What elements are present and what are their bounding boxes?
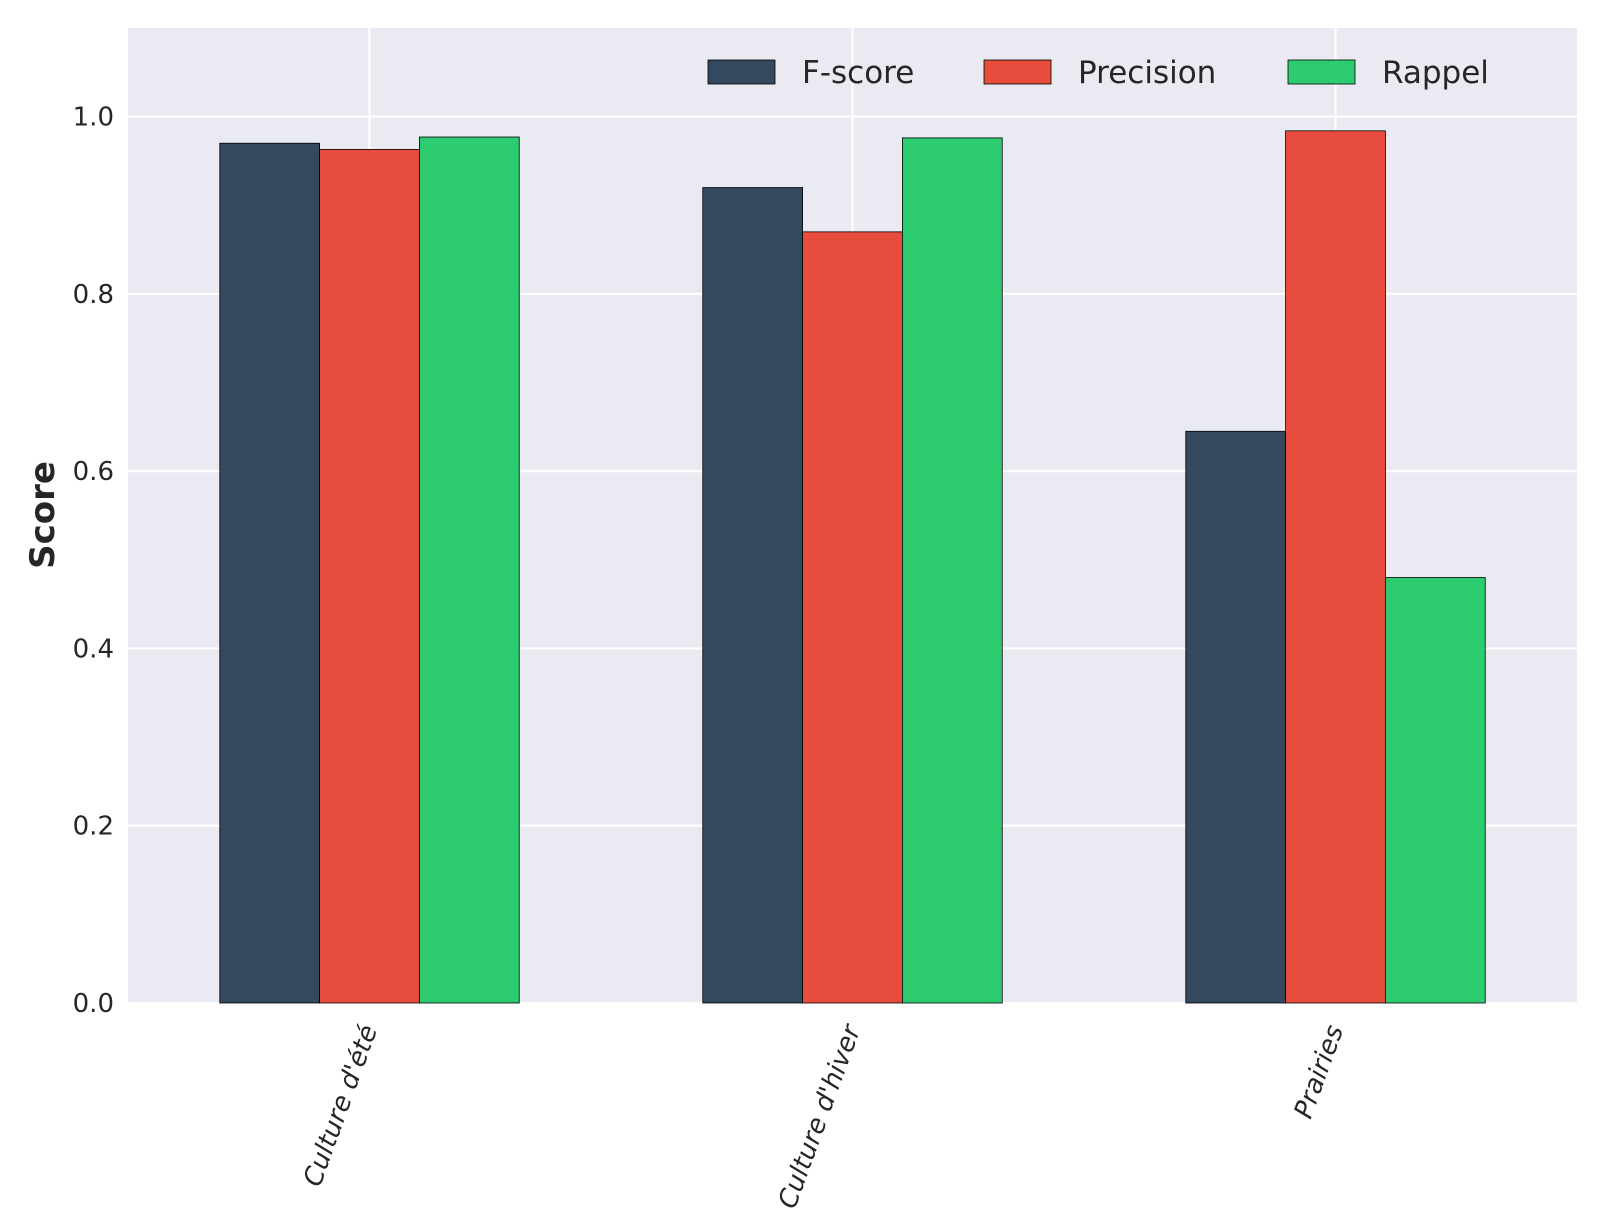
x-axis-ticks: Culture d'été Culture d'hiver Prairies xyxy=(298,1019,1350,1213)
x-tick-label: Prairies xyxy=(1289,1021,1350,1122)
x-tick-label: Culture d'hiver xyxy=(773,1019,868,1213)
legend-label: Precision xyxy=(1078,55,1216,91)
y-tick-label: 0.8 xyxy=(73,280,114,310)
x-tick-label: Culture d'été xyxy=(298,1021,384,1190)
bar-f-score-3 xyxy=(1185,430,1286,1004)
legend: F-score Precision Rappel xyxy=(707,55,1489,91)
bar-rappel-1 xyxy=(419,136,520,1004)
bar-precision-1 xyxy=(319,149,420,1004)
legend-swatch-precision xyxy=(983,59,1052,85)
bar-f-score-1 xyxy=(219,142,320,1004)
y-tick-label: 0.0 xyxy=(73,989,114,1019)
bar-precision-3 xyxy=(1285,130,1386,1004)
legend-label: F-score xyxy=(802,55,914,91)
y-tick-label: 0.6 xyxy=(73,457,114,487)
bar-f-score-2 xyxy=(702,187,803,1004)
y-tick-label: 0.2 xyxy=(73,812,114,842)
bar-precision-2 xyxy=(802,231,903,1004)
bar-rappel-2 xyxy=(902,137,1003,1004)
legend-swatch-rappel xyxy=(1287,59,1356,85)
y-tick-label: 0.4 xyxy=(73,634,114,664)
y-tick-label: 1.0 xyxy=(73,103,114,133)
y-axis-ticks: 0.0 0.2 0.4 0.6 0.8 1.0 xyxy=(73,103,114,1019)
legend-swatch-f-score xyxy=(707,59,776,85)
bars xyxy=(219,130,1486,1004)
bar-rappel-3 xyxy=(1385,577,1486,1004)
y-axis-label: Score xyxy=(23,461,63,569)
legend-label: Rappel xyxy=(1382,55,1489,91)
